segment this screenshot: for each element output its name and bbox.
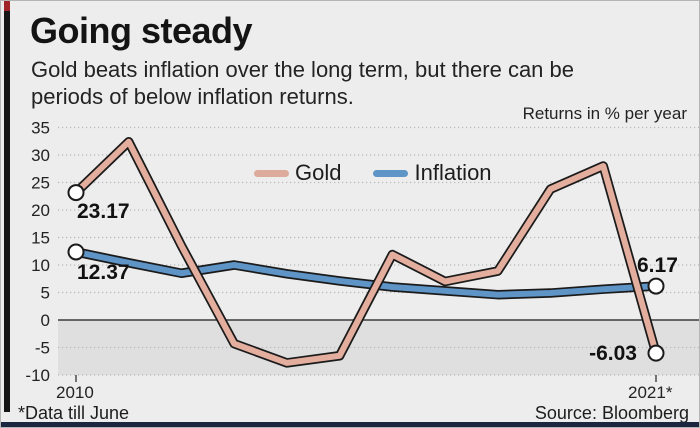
y-tick-label-25: 25 [31, 174, 50, 193]
gold-line [73, 138, 659, 366]
y-tick-label--10: -10 [25, 366, 50, 385]
inflation-line-outline [71, 247, 661, 300]
chart-subtitle: Gold beats inflation over the long term,… [31, 56, 574, 110]
page-title: Going steady [30, 10, 253, 51]
subtitle-line-2: periods of below inflation returns. [31, 84, 354, 109]
footnote-data-till-june: *Data till June [18, 403, 130, 423]
gold-legend-swatch [254, 169, 289, 177]
bottom-navy-bar [1, 422, 699, 427]
gold-endpoint-marker [647, 344, 665, 362]
y-tick-label-30: 30 [31, 146, 50, 165]
gold-end-value-label: -6.03 [589, 342, 637, 365]
y-tick-label--5: -5 [35, 339, 50, 358]
y-tick-label-20: 20 [31, 201, 50, 220]
inflation-endpoint-marker [67, 243, 85, 261]
inflation-legend-label: Inflation [414, 160, 492, 185]
y-tick-label-0: 0 [41, 311, 50, 330]
gold-endpoint-marker [67, 184, 85, 202]
inflation-line [73, 248, 659, 298]
axis-unit-note: Returns in % per year [522, 104, 687, 123]
inflation-endpoint-marker [647, 277, 665, 295]
y-tick-label-15: 15 [31, 229, 50, 248]
inflation-end-value-label: 6.17 [637, 254, 678, 277]
gold-start-value-label: 23.17 [77, 200, 130, 223]
source-attribution: Source: Bloomberg [534, 403, 689, 423]
inflation-legend-swatch [373, 169, 409, 177]
left-accent-bar-red-cap [4, 1, 10, 11]
subtitle-line-1: Gold beats inflation over the long term,… [31, 57, 574, 82]
left-accent-bar [4, 1, 10, 412]
x-axis-label-2010: 2010 [56, 383, 94, 402]
x-axis-label-2021: 2021* [628, 383, 673, 402]
y-tick-label-5: 5 [41, 284, 50, 303]
y-tick-label-35: 35 [31, 119, 50, 138]
inflation-start-value-label: 12.37 [77, 261, 130, 284]
y-tick-label-10: 10 [31, 256, 50, 275]
gold-legend-label: Gold [295, 160, 342, 185]
chart-legend: Gold Inflation [254, 160, 518, 186]
